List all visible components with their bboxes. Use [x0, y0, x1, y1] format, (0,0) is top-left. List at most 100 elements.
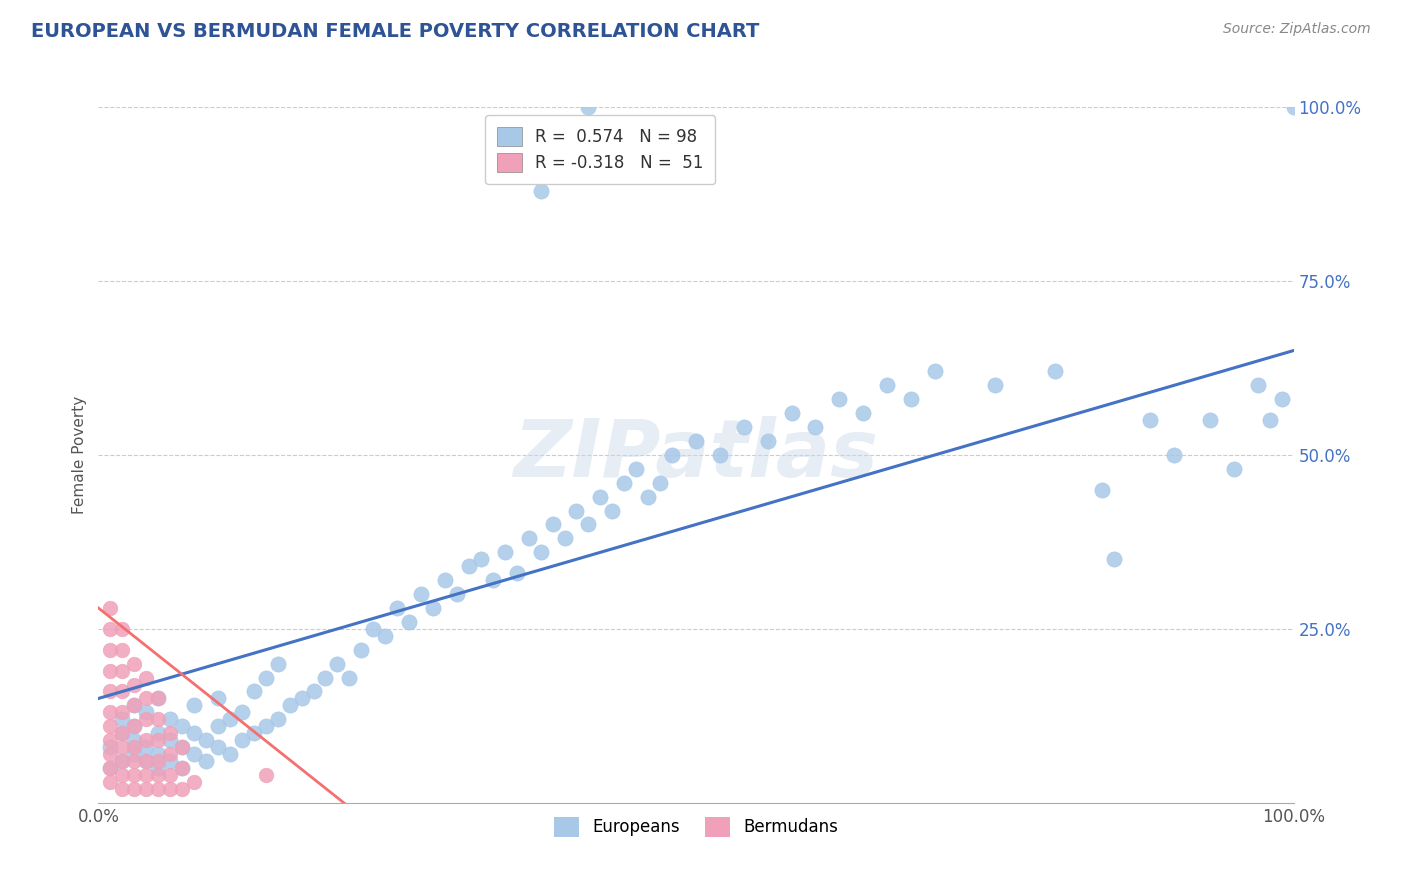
Point — [98, 733, 122, 747]
Point — [111, 664, 134, 678]
Point — [363, 622, 385, 636]
Point — [339, 671, 361, 685]
Point — [148, 691, 170, 706]
Point — [900, 392, 922, 407]
Point — [159, 733, 181, 747]
Point — [709, 448, 731, 462]
Point — [124, 781, 146, 796]
Point — [98, 622, 122, 636]
Point — [434, 573, 457, 587]
Point — [135, 754, 157, 768]
Point — [148, 761, 170, 775]
Point — [111, 781, 134, 796]
Point — [1043, 364, 1066, 378]
Point — [111, 754, 134, 768]
Point — [111, 622, 134, 636]
Y-axis label: Female Poverty: Female Poverty — [72, 396, 87, 514]
Point — [124, 768, 146, 782]
Point — [98, 706, 122, 720]
Point — [422, 601, 444, 615]
Point — [172, 719, 194, 733]
Point — [385, 601, 409, 615]
Point — [1104, 552, 1126, 566]
Point — [135, 733, 157, 747]
Point — [589, 490, 612, 504]
Point — [1282, 100, 1305, 114]
Point — [195, 733, 218, 747]
Point — [602, 503, 624, 517]
Point — [661, 448, 683, 462]
Point — [458, 559, 481, 574]
Point — [98, 664, 122, 678]
Point — [254, 671, 277, 685]
Point — [172, 740, 194, 755]
Point — [302, 684, 325, 698]
Text: Source: ZipAtlas.com: Source: ZipAtlas.com — [1223, 22, 1371, 37]
Point — [637, 490, 659, 504]
Point — [98, 684, 122, 698]
Point — [111, 684, 134, 698]
Point — [148, 781, 170, 796]
Point — [135, 754, 157, 768]
Point — [124, 719, 146, 733]
Point — [756, 434, 779, 448]
Point — [481, 573, 505, 587]
Point — [183, 775, 205, 789]
Point — [494, 545, 516, 559]
Point — [219, 712, 242, 726]
Point — [852, 406, 875, 420]
Point — [159, 726, 181, 740]
Point — [172, 761, 194, 775]
Point — [470, 552, 492, 566]
Point — [267, 712, 290, 726]
Point — [159, 768, 181, 782]
Point — [124, 657, 146, 671]
Point — [98, 761, 122, 775]
Point — [148, 733, 170, 747]
Point — [172, 740, 194, 755]
Point — [828, 392, 851, 407]
Point — [291, 691, 314, 706]
Point — [98, 601, 122, 615]
Point — [183, 698, 205, 713]
Point — [243, 726, 266, 740]
Point — [231, 706, 253, 720]
Point — [183, 747, 205, 761]
Point — [172, 781, 194, 796]
Point — [98, 747, 122, 761]
Point — [565, 503, 588, 517]
Point — [804, 420, 827, 434]
Point — [135, 706, 157, 720]
Point — [124, 747, 146, 761]
Point — [111, 768, 134, 782]
Point — [278, 698, 301, 713]
Point — [135, 712, 157, 726]
Point — [1139, 413, 1161, 427]
Point — [1271, 392, 1294, 407]
Point — [207, 691, 229, 706]
Point — [111, 642, 134, 657]
Point — [219, 747, 242, 761]
Point — [148, 691, 170, 706]
Text: ZIPatlas: ZIPatlas — [513, 416, 879, 494]
Point — [124, 754, 146, 768]
Point — [578, 100, 600, 114]
Point — [554, 532, 576, 546]
Point — [1199, 413, 1222, 427]
Point — [148, 747, 170, 761]
Point — [98, 761, 122, 775]
Point — [1223, 462, 1246, 476]
Point — [124, 698, 146, 713]
Point — [111, 706, 134, 720]
Point — [135, 781, 157, 796]
Point — [159, 747, 181, 761]
Point — [578, 517, 600, 532]
Point — [124, 733, 146, 747]
Point — [159, 754, 181, 768]
Point — [159, 781, 181, 796]
Point — [111, 726, 134, 740]
Point — [98, 740, 122, 755]
Point — [648, 475, 672, 490]
Point — [148, 712, 170, 726]
Point — [254, 719, 277, 733]
